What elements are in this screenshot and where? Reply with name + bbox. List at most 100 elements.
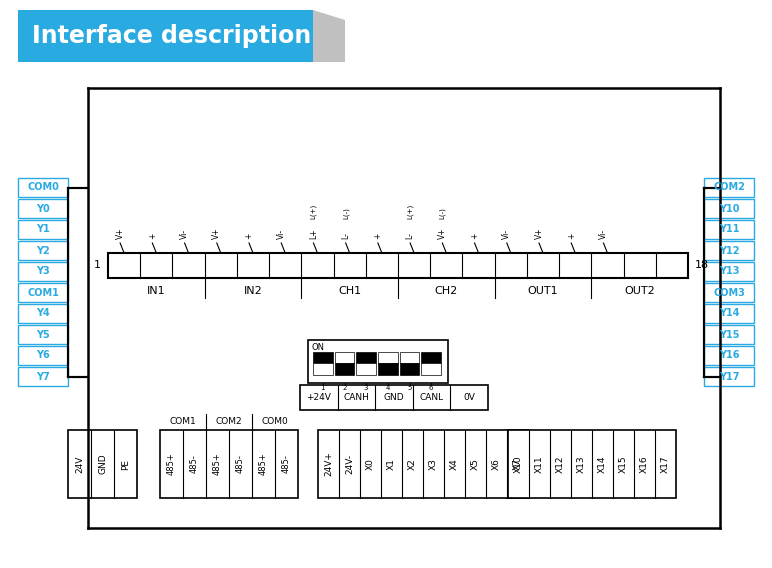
Bar — [300, 385, 488, 410]
Text: GND: GND — [98, 454, 107, 474]
Text: X6: X6 — [492, 458, 501, 470]
Text: Y13: Y13 — [719, 266, 740, 277]
Text: Y14: Y14 — [719, 308, 740, 319]
Text: L(-): L(-) — [439, 207, 445, 219]
Text: X0: X0 — [366, 458, 375, 470]
Text: L+: L+ — [309, 228, 318, 239]
Text: 485-: 485- — [282, 454, 291, 474]
Bar — [422, 364, 441, 375]
Text: 2: 2 — [342, 385, 347, 391]
Text: +: + — [374, 233, 382, 239]
Text: +: + — [567, 233, 576, 239]
Text: Y6: Y6 — [36, 350, 50, 361]
Text: 485+: 485+ — [259, 453, 268, 475]
Text: CANH: CANH — [344, 393, 369, 402]
Text: X11: X11 — [535, 455, 544, 473]
Bar — [18, 283, 68, 302]
Text: L-: L- — [341, 232, 350, 239]
Bar — [400, 352, 419, 364]
Text: X14: X14 — [598, 455, 607, 473]
Text: X2: X2 — [408, 458, 417, 470]
Text: IN2: IN2 — [244, 286, 262, 296]
Text: Y2: Y2 — [36, 245, 50, 256]
Text: L(-): L(-) — [343, 207, 349, 219]
Bar — [704, 178, 754, 197]
Text: V+: V+ — [212, 227, 222, 239]
Bar — [704, 241, 754, 260]
Bar — [704, 346, 754, 365]
Text: 485+: 485+ — [167, 453, 176, 475]
Bar — [18, 220, 68, 239]
Text: Vi-: Vi- — [276, 229, 286, 239]
Text: Y7: Y7 — [36, 371, 50, 382]
Text: COM1: COM1 — [170, 417, 196, 426]
Bar — [508, 430, 676, 498]
Text: COM2: COM2 — [713, 182, 745, 193]
Text: V+: V+ — [116, 227, 124, 239]
Bar — [704, 325, 754, 344]
Text: PE: PE — [121, 458, 130, 470]
Text: 4: 4 — [386, 385, 390, 391]
Bar — [400, 364, 419, 375]
Bar — [357, 352, 376, 364]
Text: COM3: COM3 — [713, 287, 745, 298]
Text: COM1: COM1 — [27, 287, 59, 298]
Text: Y3: Y3 — [36, 266, 50, 277]
Text: 24V: 24V — [75, 456, 84, 473]
Text: 485+: 485+ — [213, 453, 222, 475]
Bar — [704, 262, 754, 281]
Text: 3: 3 — [364, 385, 368, 391]
Text: X7: X7 — [513, 458, 522, 470]
Text: L-: L- — [405, 232, 415, 239]
Text: X17: X17 — [661, 455, 670, 473]
Text: ON: ON — [312, 343, 325, 352]
Text: Y16: Y16 — [719, 350, 740, 361]
Text: OUT1: OUT1 — [528, 286, 558, 296]
Text: X16: X16 — [640, 455, 649, 473]
Text: 1: 1 — [94, 261, 101, 270]
Bar — [357, 364, 376, 375]
Bar — [18, 325, 68, 344]
Bar — [18, 262, 68, 281]
Text: 485-: 485- — [190, 454, 199, 474]
Text: X15: X15 — [619, 455, 628, 473]
Polygon shape — [313, 10, 345, 62]
Text: +24V: +24V — [306, 393, 331, 402]
Bar — [160, 430, 298, 498]
Text: 0V: 0V — [463, 393, 475, 402]
Bar — [108, 253, 688, 278]
Bar — [308, 340, 448, 383]
Text: Vi-: Vi- — [599, 229, 608, 239]
Bar — [704, 199, 754, 218]
Text: 24V+: 24V+ — [324, 452, 333, 477]
Bar — [318, 430, 528, 498]
Text: X10: X10 — [514, 455, 523, 473]
Bar — [313, 364, 333, 375]
Text: V+: V+ — [438, 227, 447, 239]
Text: COM0: COM0 — [262, 417, 289, 426]
Text: GND: GND — [384, 393, 405, 402]
Bar — [68, 430, 137, 498]
Text: 485-: 485- — [236, 454, 245, 474]
Text: Y15: Y15 — [719, 329, 740, 340]
Bar — [378, 364, 398, 375]
Text: Y12: Y12 — [719, 245, 740, 256]
Text: Y0: Y0 — [36, 203, 50, 214]
Text: Y5: Y5 — [36, 329, 50, 340]
Text: X1: X1 — [387, 458, 396, 470]
Text: CH1: CH1 — [338, 286, 361, 296]
Bar — [335, 352, 354, 364]
Text: +: + — [245, 233, 253, 239]
Bar — [18, 241, 68, 260]
Text: COM0: COM0 — [27, 182, 59, 193]
Bar — [18, 367, 68, 386]
Text: L(+): L(+) — [310, 204, 317, 219]
Text: X12: X12 — [556, 455, 565, 473]
Text: X13: X13 — [577, 455, 586, 473]
Text: Y11: Y11 — [719, 224, 740, 235]
Bar — [313, 352, 333, 364]
Text: COM2: COM2 — [215, 417, 242, 426]
Text: CANL: CANL — [419, 393, 444, 402]
Text: 6: 6 — [429, 385, 433, 391]
Bar — [18, 178, 68, 197]
